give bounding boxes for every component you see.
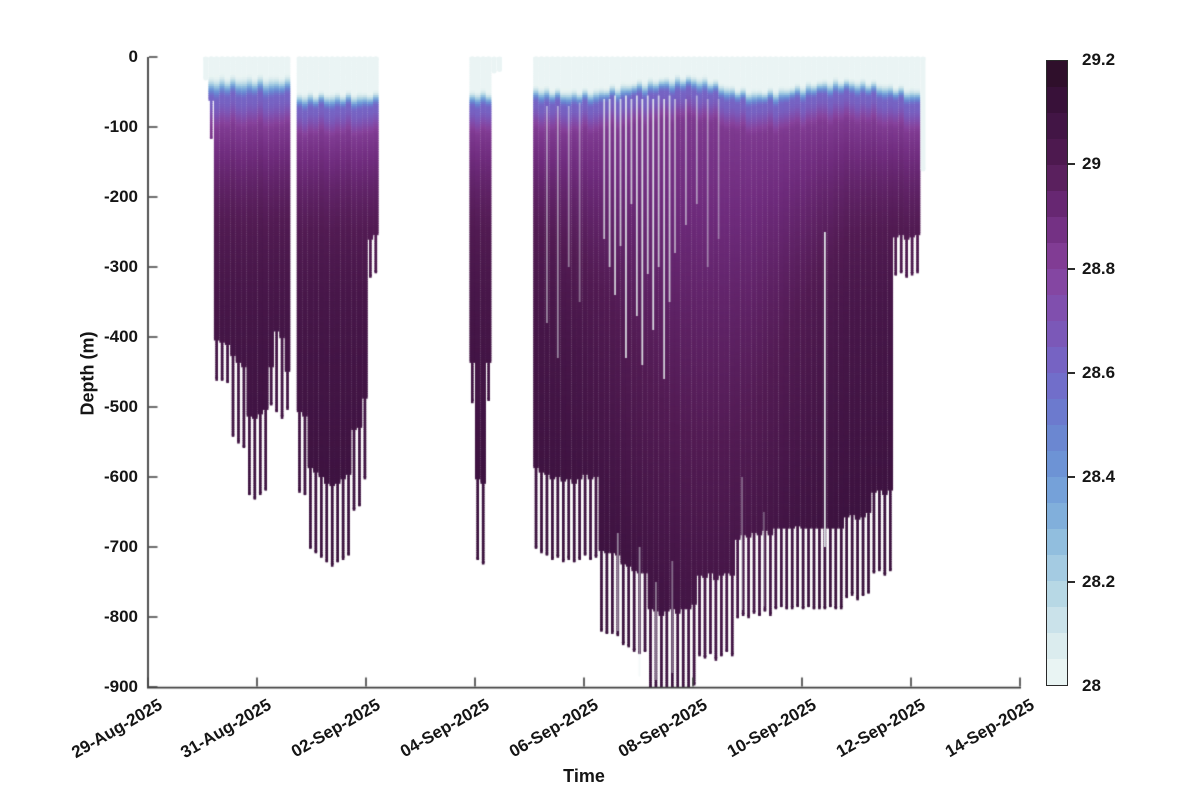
y-tick-label: -300 (103, 257, 138, 276)
colorbar-tick-label: 28.4 (1082, 467, 1116, 487)
colorbar-tick-mark (1068, 476, 1075, 479)
x-axis-label: Time (563, 766, 605, 786)
colorbar-tick-label: 28 (1082, 676, 1101, 695)
colorbar-tick-mark (1068, 267, 1075, 270)
colorbar-tick-mark (1068, 580, 1075, 583)
colorbar-tick-label: 28.2 (1082, 571, 1116, 591)
colorbar-tick-label: 29.2 (1082, 50, 1116, 69)
y-tick-label: 0 (128, 47, 138, 66)
y-tick-label: -700 (103, 537, 138, 556)
y-tick-label: -600 (103, 467, 138, 486)
colorbar-tick-label: 29 (1082, 154, 1101, 174)
colorbar-tick-mark (1068, 372, 1075, 374)
colorbar-tick-label: 28.6 (1082, 363, 1116, 382)
y-tick-label: -800 (103, 607, 138, 626)
y-tick-label: -400 (103, 327, 138, 346)
y-tick-label: -500 (103, 397, 138, 416)
y-tick-label: -100 (103, 117, 138, 136)
y-tick-label: -200 (103, 187, 138, 206)
colorbar-tick-mark (1068, 163, 1075, 166)
colorbar-tick-label: 28.8 (1082, 258, 1116, 278)
colorbar (1046, 60, 1068, 686)
y-tick-label: -900 (103, 677, 138, 696)
y-axis-label: Depth (m) (77, 331, 98, 416)
